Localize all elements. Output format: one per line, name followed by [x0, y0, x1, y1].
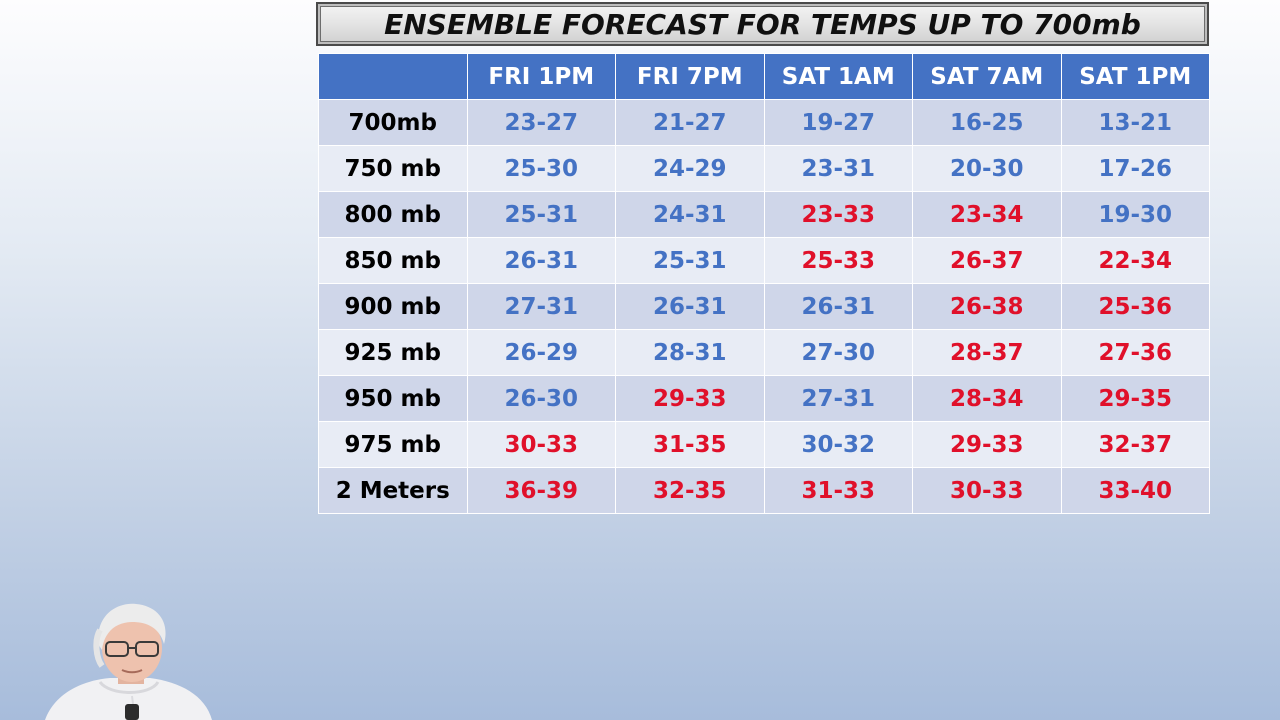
table-cell: 17-26 — [1060, 145, 1210, 192]
table-cell: 22-34 — [1060, 237, 1210, 284]
table-cell: 20-30 — [912, 145, 1062, 192]
table-cell: 25-30 — [466, 145, 616, 192]
table-cell: 32-37 — [1060, 421, 1210, 468]
row-label: 850 mb — [318, 237, 468, 284]
table-row: 925 mb 26-29 28-31 27-30 28-37 27-36 — [318, 329, 1210, 376]
table-cell: 27-36 — [1060, 329, 1210, 376]
table-cell: 19-27 — [763, 99, 913, 146]
column-header: FRI 1PM — [466, 53, 616, 100]
table-row: 850 mb 26-31 25-31 25-33 26-37 22-34 — [318, 237, 1210, 284]
table-cell: 25-36 — [1060, 283, 1210, 330]
table-cell: 31-33 — [763, 467, 913, 514]
table-cell: 28-34 — [912, 375, 1062, 422]
table-row: 950 mb 26-30 29-33 27-31 28-34 29-35 — [318, 375, 1210, 422]
table-cell: 23-34 — [912, 191, 1062, 238]
row-label: 950 mb — [318, 375, 468, 422]
table-cell: 29-33 — [615, 375, 765, 422]
table-cell: 28-31 — [615, 329, 765, 376]
table-cell: 16-25 — [912, 99, 1062, 146]
table-row: 975 mb 30-33 31-35 30-32 29-33 32-37 — [318, 421, 1210, 468]
row-label: 750 mb — [318, 145, 468, 192]
table-cell: 24-31 — [615, 191, 765, 238]
column-header: SAT 1AM — [763, 53, 913, 100]
row-label: 975 mb — [318, 421, 468, 468]
presenter-webcam-icon — [40, 600, 220, 720]
table-cell: 23-27 — [466, 99, 616, 146]
table-cell: 26-29 — [466, 329, 616, 376]
column-header: SAT 7AM — [912, 53, 1062, 100]
table-cell: 26-38 — [912, 283, 1062, 330]
table-cell: 27-30 — [763, 329, 913, 376]
row-label: 2 Meters — [318, 467, 468, 514]
table-cell: 23-33 — [763, 191, 913, 238]
table-cell: 30-33 — [466, 421, 616, 468]
table-cell: 30-32 — [763, 421, 913, 468]
table-cell: 36-39 — [466, 467, 616, 514]
column-header: FRI 7PM — [615, 53, 765, 100]
table-row: 700mb 23-27 21-27 19-27 16-25 13-21 — [318, 99, 1210, 146]
table-cell: 25-31 — [615, 237, 765, 284]
table-cell: 19-30 — [1060, 191, 1210, 238]
table-cell: 27-31 — [466, 283, 616, 330]
table-cell: 31-35 — [615, 421, 765, 468]
table-cell: 26-31 — [466, 237, 616, 284]
slide-title: ENSEMBLE FORECAST FOR TEMPS UP TO 700mb — [384, 7, 1141, 41]
corner-header-cell — [318, 53, 468, 100]
table-cell: 23-31 — [763, 145, 913, 192]
table-cell: 26-31 — [615, 283, 765, 330]
row-label: 925 mb — [318, 329, 468, 376]
table-cell: 26-30 — [466, 375, 616, 422]
column-header: SAT 1PM — [1060, 53, 1210, 100]
table-cell: 30-33 — [912, 467, 1062, 514]
table-row: 900 mb 27-31 26-31 26-31 26-38 25-36 — [318, 283, 1210, 330]
row-label: 800 mb — [318, 191, 468, 238]
table-cell: 32-35 — [615, 467, 765, 514]
table-cell: 26-31 — [763, 283, 913, 330]
table-cell: 29-35 — [1060, 375, 1210, 422]
table-cell: 27-31 — [763, 375, 913, 422]
table-row: 750 mb 25-30 24-29 23-31 20-30 17-26 — [318, 145, 1210, 192]
table-header-row: FRI 1PM FRI 7PM SAT 1AM SAT 7AM SAT 1PM — [318, 53, 1210, 100]
slide-title-bar: ENSEMBLE FORECAST FOR TEMPS UP TO 700mb — [316, 2, 1209, 46]
presenter-figure — [45, 603, 212, 720]
table-cell: 28-37 — [912, 329, 1062, 376]
table-cell: 25-31 — [466, 191, 616, 238]
table-cell: 21-27 — [615, 99, 765, 146]
table-cell: 13-21 — [1060, 99, 1210, 146]
row-label: 900 mb — [318, 283, 468, 330]
table-cell: 25-33 — [763, 237, 913, 284]
table-cell: 26-37 — [912, 237, 1062, 284]
table-row: 800 mb 25-31 24-31 23-33 23-34 19-30 — [318, 191, 1210, 238]
table-cell: 24-29 — [615, 145, 765, 192]
row-label: 700mb — [318, 99, 468, 146]
forecast-table: FRI 1PM FRI 7PM SAT 1AM SAT 7AM SAT 1PM … — [318, 53, 1210, 514]
table-cell: 29-33 — [912, 421, 1062, 468]
table-row: 2 Meters 36-39 32-35 31-33 30-33 33-40 — [318, 467, 1210, 514]
table-cell: 33-40 — [1060, 467, 1210, 514]
